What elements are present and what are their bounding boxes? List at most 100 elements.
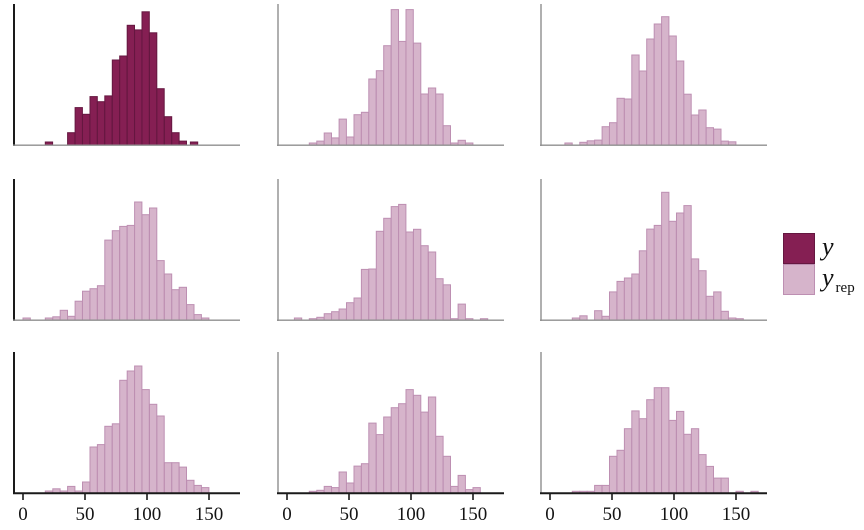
histogram-bar: [653, 387, 662, 494]
histogram-bar: [638, 418, 648, 494]
histogram-bar: [156, 415, 165, 494]
histogram-bar: [67, 485, 76, 494]
histogram-bar: [668, 419, 677, 494]
histogram-bar: [323, 132, 333, 146]
histogram-bar: [690, 428, 700, 494]
histogram-panel-yrep-3: [13, 179, 240, 321]
histogram-panel-y: [13, 4, 240, 146]
histogram-bar: [638, 70, 648, 146]
histogram-bar: [427, 87, 437, 146]
histogram-bar: [690, 258, 700, 321]
legend-swatch-yrep: [783, 264, 815, 295]
histogram-bar: [586, 140, 596, 146]
histogram-bar: [119, 225, 128, 321]
histogram-bar: [690, 114, 700, 146]
histogram-bar: [631, 273, 640, 321]
histogram-panel-yrep-1: [277, 4, 504, 146]
histogram-bar: [646, 228, 655, 321]
histogram-bar: [96, 444, 106, 494]
legend-label-y: y: [822, 232, 834, 261]
histogram-bar: [59, 309, 69, 321]
x-axis-tick-label: 100: [397, 504, 426, 525]
histogram-bar: [398, 203, 407, 321]
x-axis-tick-label: 100: [133, 504, 162, 525]
histogram-bar: [360, 111, 370, 146]
histogram-bar: [178, 140, 187, 146]
histogram-bar: [668, 220, 677, 321]
histogram-panel-yrep-2: [540, 4, 767, 146]
histogram-bar: [705, 295, 714, 321]
legend-swatch-y: [783, 233, 815, 264]
histogram-bar: [141, 11, 150, 146]
histogram-bar: [186, 479, 195, 494]
histogram-bar: [331, 311, 340, 321]
histogram-bar: [457, 474, 466, 494]
histogram-bar: [698, 454, 707, 494]
histogram-bar: [178, 466, 187, 494]
legend-label-yrep: y rep: [822, 263, 855, 296]
histogram-bar: [398, 40, 407, 146]
histogram-bar: [420, 245, 429, 321]
x-axis-tick-label: 50: [76, 504, 95, 525]
histogram-bar: [413, 42, 422, 146]
histogram-bar: [74, 300, 83, 321]
histogram-bar: [126, 24, 135, 146]
histogram-bar: [713, 291, 722, 321]
histogram-bar: [323, 313, 333, 321]
histogram-bar: [720, 310, 729, 321]
histogram-bar: [368, 268, 377, 321]
histogram-bar: [405, 231, 414, 321]
histogram-bar: [360, 463, 370, 494]
histogram-bar: [705, 465, 714, 494]
histogram-bar: [601, 484, 610, 494]
histogram-bar: [435, 278, 444, 321]
histogram-bar: [601, 126, 610, 146]
histogram-bar: [353, 297, 362, 321]
histogram-bar: [178, 286, 187, 321]
histogram-bar: [353, 465, 362, 494]
histogram-bar: [149, 403, 158, 494]
histogram-bar: [141, 214, 150, 321]
histogram-bar: [653, 224, 662, 321]
histogram-bar: [442, 284, 451, 321]
histogram-bar: [698, 270, 707, 321]
histogram-bar: [134, 201, 143, 321]
histogram-bar: [390, 206, 399, 321]
histogram-bar: [375, 434, 385, 494]
legend: y y rep: [783, 232, 863, 303]
x-axis-tick-label: 50: [340, 504, 359, 525]
histogram-bar: [405, 389, 414, 494]
histogram-bar: [156, 260, 165, 321]
histogram-bar: [134, 29, 143, 146]
histogram-bar: [713, 128, 722, 146]
x-axis-tick-label: 0: [282, 504, 292, 525]
histogram-panel-yrep-7: 0 50 100 150: [277, 352, 504, 525]
histogram-bar: [171, 289, 180, 321]
histogram-bar: [186, 304, 195, 321]
histogram-bar: [323, 485, 333, 494]
histogram-bar: [646, 38, 655, 146]
histogram-bar: [616, 97, 625, 146]
histogram-bar: [457, 303, 466, 321]
histogram-bar: [163, 462, 173, 494]
histogram-bar: [390, 407, 399, 494]
histogram-bar: [331, 137, 340, 146]
histogram-bar: [661, 191, 670, 321]
histogram-bar: [609, 122, 618, 146]
histogram-bar: [383, 45, 392, 146]
histogram-bar: [316, 140, 325, 146]
x-axis-tick-label: 150: [195, 504, 224, 525]
x-axis-tick-label: 50: [603, 504, 622, 525]
histogram-bar: [623, 98, 633, 146]
histogram-bar: [375, 230, 385, 321]
histogram-bar: [653, 23, 662, 146]
histogram-bar: [163, 273, 173, 321]
x-axis-tick-label: 0: [18, 504, 28, 525]
histogram-bar: [193, 314, 202, 321]
histogram-bar: [668, 35, 677, 146]
x-axis-tick-label: 150: [722, 504, 751, 525]
histogram-bar: [661, 387, 670, 494]
histogram-bar: [201, 487, 210, 494]
histogram-bar: [435, 435, 444, 494]
histogram-bar: [193, 484, 202, 494]
